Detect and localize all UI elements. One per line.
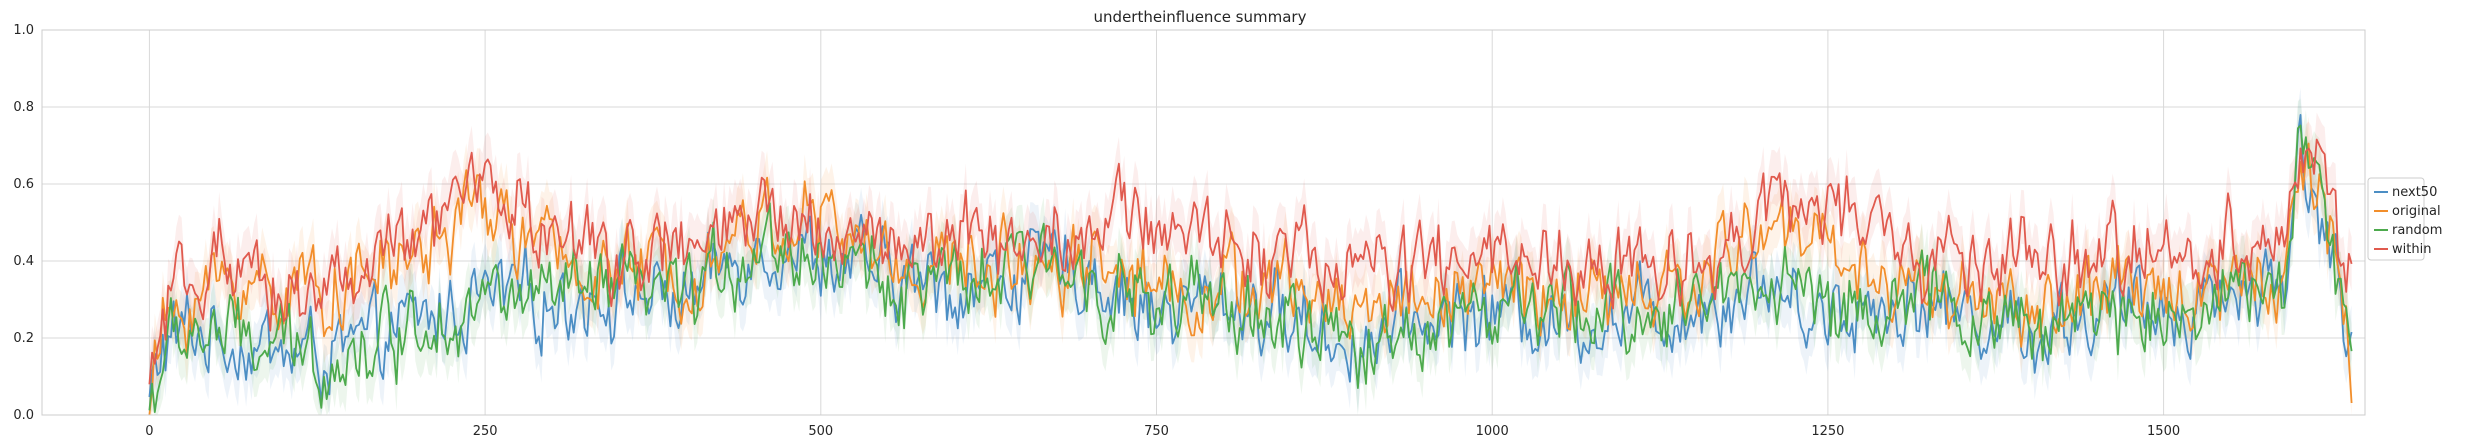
- series-line-within: [148, 138, 2353, 385]
- band-next50: [149, 87, 2352, 416]
- y-tick-label: 0.0: [13, 408, 34, 423]
- y-tick-label: 0.4: [13, 254, 34, 269]
- legend-label-next50: next50: [2392, 185, 2437, 200]
- confidence-bands: [149, 87, 2352, 416]
- x-tick-label: 250: [473, 424, 498, 439]
- legend-label-within: within: [2392, 242, 2431, 257]
- legend-label-original: original: [2392, 204, 2441, 219]
- chart-title: undertheinfluence summary: [1094, 8, 1307, 26]
- x-tick-label: 1500: [2147, 424, 2180, 439]
- x-tick-label: 500: [808, 424, 833, 439]
- band-original: [149, 116, 2352, 415]
- y-axis-ticks: 0.0 0.2 0.4 0.6 0.8 1.0: [13, 23, 34, 423]
- y-tick-label: 0.2: [13, 331, 34, 346]
- legend-box: [2367, 177, 2425, 261]
- y-tick-label: 1.0: [13, 23, 34, 38]
- x-tick-label: 750: [1144, 424, 1169, 439]
- y-tick-label: 0.8: [13, 100, 34, 115]
- x-tick-label: 1000: [1476, 424, 1509, 439]
- legend: next50 original random within: [2367, 177, 2442, 261]
- legend-label-random: random: [2392, 223, 2442, 238]
- x-tick-label: 0: [145, 424, 153, 439]
- x-axis-ticks: 0 250 500 750 1000 1250 1500: [145, 424, 2180, 439]
- x-tick-label: 1250: [1811, 424, 1844, 439]
- y-tick-label: 0.6: [13, 177, 34, 192]
- band-random: [149, 98, 2352, 415]
- plot-frame: [41, 29, 2366, 416]
- series-line-random: [148, 124, 2353, 414]
- series-lines: [148, 114, 2353, 416]
- band-within: [149, 112, 2352, 412]
- series-line-original: [148, 142, 2353, 416]
